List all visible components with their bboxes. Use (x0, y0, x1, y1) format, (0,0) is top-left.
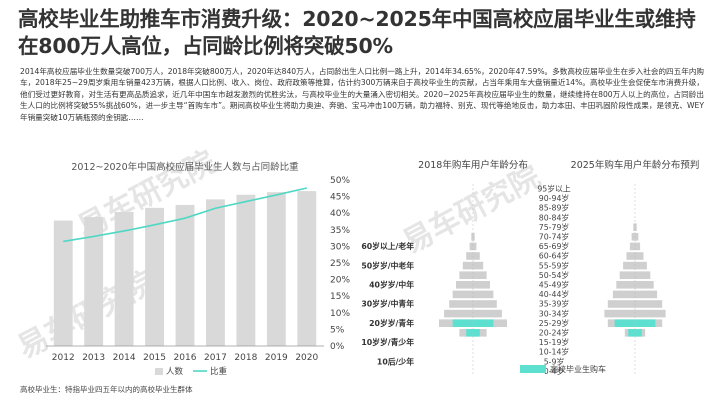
age-group-label: 0-4岁 (544, 366, 565, 376)
y-right-tick-label: 40% (330, 209, 350, 219)
x-tick-label: 2014 (113, 353, 136, 363)
generation-label: 10岁岁/青少年 (361, 337, 414, 347)
age-pyramid-charts: 2018年购车用户年龄分布 2025年购车用户年龄分布预判95岁以上90-94岁8… (361, 159, 700, 376)
pyramid-bar-40-44岁 (452, 290, 494, 299)
age-group-label: 50-54岁 (539, 270, 569, 280)
headline: 高校毕业生助推车市消费升级：2020~2025年中国高校应届毕业生或维持在800… (18, 7, 696, 58)
pyramid-bar-60-64岁 (626, 252, 644, 260)
age-group-label: 20-24岁 (539, 328, 569, 338)
chart-title: 2012~2020年中国高校应届毕业生人数与占同龄比重 (71, 161, 299, 173)
generation-label: 30岁岁/中青年 (361, 299, 414, 309)
generation-label: 40岁岁/中年 (369, 280, 414, 290)
generation-label: 50岁岁/中老年 (361, 260, 414, 270)
x-tick-label: 2020 (295, 353, 318, 363)
x-tick-label: 2015 (143, 353, 166, 363)
age-group-label: 70-74岁 (539, 232, 569, 242)
pyramid-bar-50-54岁 (459, 271, 487, 279)
age-group-label: 65-69岁 (539, 241, 569, 251)
graduate-bar-25-29岁 (452, 319, 494, 327)
x-tick-label: 2019 (265, 353, 288, 363)
x-tick-label: 2013 (82, 353, 105, 363)
age-group-label: 30-34岁 (539, 308, 569, 318)
age-group-label: 60-64岁 (539, 251, 569, 261)
graduates-bar-line-chart: 2012~2020年中国高校应届毕业生人数与占同龄比重 2012 2013 2014 2… (46, 161, 350, 377)
bar-2016 (175, 204, 195, 346)
pyramid-bar-75-79岁 (633, 223, 637, 231)
y-right-tick-label: 30% (330, 242, 350, 252)
y-right-tick-label: 15% (330, 292, 350, 302)
y-right-tick-label: 50% (330, 176, 350, 186)
bar-2019 (266, 192, 286, 346)
age-group-label: 85-89岁 (539, 203, 569, 213)
age-group-label: 90-94岁 (539, 193, 569, 203)
pyramid-bar-50-54岁 (619, 271, 651, 279)
x-tick-label: 2016 (174, 353, 197, 363)
age-group-label: 45-49岁 (539, 280, 569, 290)
legend-label-bizhong: 比重 (210, 366, 228, 377)
legend-label-graduates: 高校毕业生购车 (550, 364, 606, 374)
footnote: 高校毕业生：特指毕业四五年以内的高校毕业生群体 (20, 385, 193, 394)
graduate-bar-25-29岁 (614, 319, 656, 327)
generation-label: 20岁岁/青年 (369, 318, 414, 328)
age-group-label: 80-84岁 (539, 212, 569, 222)
x-tick-label: 2012 (52, 353, 75, 363)
generation-label: 10后/少年 (377, 356, 414, 366)
body-paragraph: 2014年高校应届毕业生数量突破700万人，2018年突破800万人，2020年… (20, 67, 705, 122)
age-group-label: 35-39岁 (539, 299, 569, 309)
age-group-label: 55-59岁 (539, 260, 569, 270)
y-right-tick-label: 45% (330, 193, 350, 203)
pyramid-bar-65-69岁 (629, 242, 641, 251)
age-group-label: 95岁以上 (537, 184, 571, 194)
bar-2018 (236, 194, 256, 346)
pyramid-title: 2025年购车用户年龄分布预判 (571, 159, 700, 171)
y-right-tick-label: 35% (330, 226, 350, 236)
age-group-label: 75-79岁 (539, 222, 569, 232)
legend-label-renshu: 人数 (166, 366, 184, 377)
x-tick-label: 2017 (204, 353, 227, 363)
generation-label: 60岁以上/老年 (361, 241, 414, 251)
bar-2015 (145, 207, 164, 346)
bar-2013 (84, 217, 104, 346)
pyramid-bar-60-64岁 (466, 252, 480, 260)
age-group-label: 5-9岁 (544, 356, 565, 366)
y-right-tick-label: 20% (330, 276, 350, 286)
legend-swatch-graduates (520, 365, 546, 373)
bar-2017 (206, 199, 225, 346)
age-group-label: 10-14岁 (539, 347, 569, 357)
y-right-tick-label: 25% (330, 259, 350, 269)
x-tick-label: 2018 (234, 353, 257, 363)
legend-swatch-renshu (155, 368, 163, 375)
bar-2020 (297, 191, 317, 346)
bar-2014 (114, 211, 134, 346)
pyramid-bar-65-69岁 (469, 242, 477, 251)
pyramid-title: 2018年购车用户年龄分布 (418, 159, 528, 171)
y-right-tick-label: 10% (330, 309, 350, 319)
pyramid-bar-40-44岁 (612, 290, 658, 299)
age-group-label: 40-44岁 (539, 289, 569, 299)
age-group-label: 25-29岁 (539, 318, 569, 328)
bar-2012 (53, 220, 73, 346)
y-right-tick-label: 5% (330, 325, 345, 335)
y-right-tick-label: 0% (330, 342, 345, 352)
age-group-label: 15-19岁 (539, 337, 569, 347)
